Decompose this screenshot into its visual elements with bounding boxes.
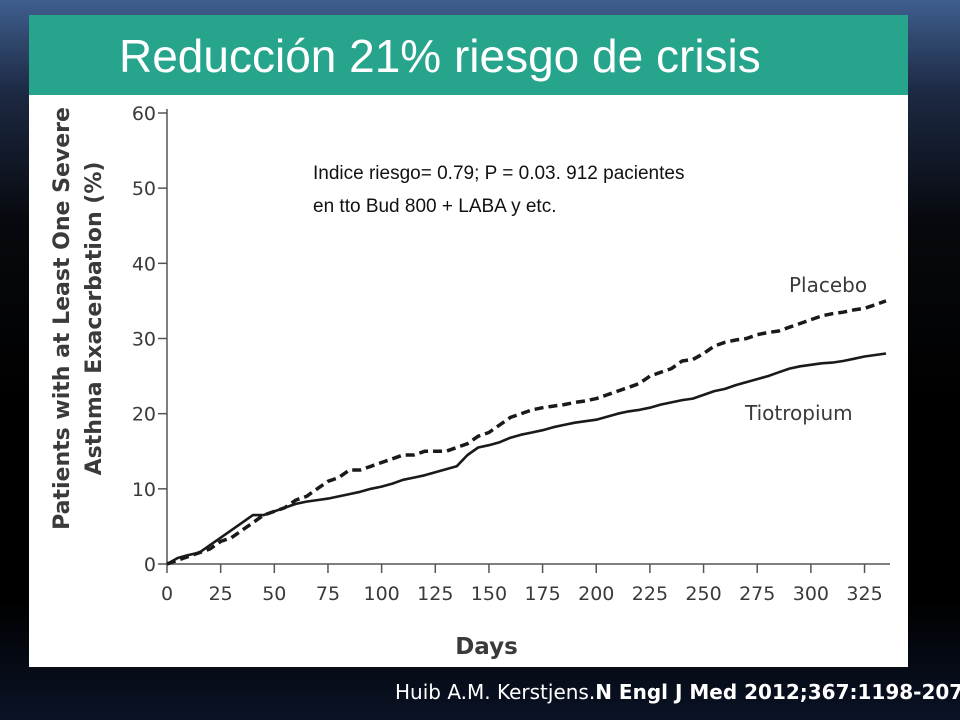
y-tick-label: 0 [144,554,156,576]
x-tick-label: 200 [578,583,614,605]
x-tick-label: 25 [209,583,233,605]
y-axis-label-line2: Asthma Exacerbation (%) [82,162,107,476]
chart-panel: 0 10 20 30 40 50 60 0 25 50 75 100 125 150 175 200 225 25… [29,95,908,667]
y-tick-label: 60 [132,103,156,125]
x-tick-label: 250 [685,583,721,605]
x-tick-label: 100 [363,583,399,605]
citation-journal: N Engl J Med 2012;367:1198-207. [595,680,960,704]
x-tick-label: 150 [471,583,507,605]
citation-authors: Huib A.M. Kerstjens. [395,680,596,704]
y-tick-label: 10 [132,479,156,501]
x-tick-label: 175 [524,583,560,605]
series-label-placebo: Placebo [789,273,867,297]
kaplan-meier-chart: 0 10 20 30 40 50 60 0 25 50 75 100 125 150 175 200 225 25… [50,103,890,660]
x-tick-label: 0 [161,583,173,605]
y-tick-label: 40 [132,253,156,275]
y-tick-label: 50 [132,178,156,200]
series-label-tiotropium: Tiotropium [744,401,853,425]
x-tick-label: 275 [739,583,775,605]
slide-title: Reducción 21% riesgo de crisis [119,30,761,82]
x-tick-label: 125 [417,583,453,605]
y-tick-label: 30 [132,329,156,351]
x-tick-label: 50 [262,583,286,605]
x-axis-label: Days [455,634,518,660]
x-tick-label: 325 [846,583,882,605]
annotation-line1: Indice riesgo= 0.79; P = 0.03. 912 pacie… [313,163,684,184]
x-tick-label: 300 [793,583,829,605]
y-tick-label: 20 [132,404,156,426]
title-bar: Reducción 21% riesgo de crisis [29,15,908,95]
x-tick-label: 75 [316,583,340,605]
series-line-tiotropium [166,352,887,566]
x-tick-label: 225 [632,583,668,605]
annotation-line2: en tto Bud 800 + LABA y etc. [313,196,556,217]
citation: Huib A.M. Kerstjens.N Engl J Med 2012;36… [395,680,960,704]
y-axis-label-line1: Patients with at Least One Severe [50,107,75,530]
